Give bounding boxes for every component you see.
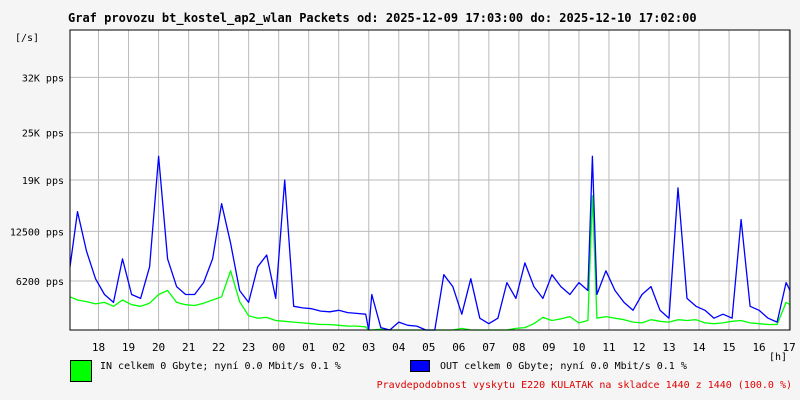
x-tick-label: 20: [152, 341, 165, 354]
y-tick-label: 6200 pps: [16, 277, 64, 288]
legend-in-label: IN celkem 0 Gbyte; nyní 0.0 Mbit/s 0.1 %: [100, 361, 341, 372]
x-axis-label: [h]: [769, 352, 787, 363]
footer-note: Pravdepodobnost vyskytu E220 KULATAK na …: [376, 380, 792, 391]
x-tick-label: 22: [212, 341, 225, 354]
x-tick-label: 13: [662, 341, 675, 354]
legend-out-label: OUT celkem 0 Gbyte; nyní 0.0 Mbit/s 0.1 …: [440, 361, 687, 372]
x-tick-label: 23: [242, 341, 255, 354]
legend-in-swatch: [70, 360, 92, 382]
x-tick-label: 07: [482, 341, 495, 354]
chart-title: Graf provozu bt_kostel_ap2_wlan Packets …: [68, 11, 697, 25]
x-tick-label: 09: [542, 341, 555, 354]
x-tick-label: 17: [782, 341, 795, 354]
plot-border: [69, 29, 791, 331]
y-tick-label: 12500 pps: [10, 227, 64, 238]
x-tick-label: 05: [422, 341, 435, 354]
x-tick-label: 00: [272, 341, 285, 354]
x-tick-label: 02: [332, 341, 345, 354]
legend-out-swatch: [410, 360, 430, 372]
x-tick-label: 19: [122, 341, 135, 354]
x-tick-label: 03: [362, 341, 375, 354]
y-tick-label: 32K pps: [22, 73, 64, 84]
y-tick-label: 19K pps: [22, 176, 64, 187]
x-tick-label: 06: [452, 341, 465, 354]
y-tick-label: 25K pps: [22, 129, 64, 140]
x-tick-label: 18: [92, 341, 105, 354]
x-tick-label: 21: [182, 341, 195, 354]
x-tick-label: 16: [752, 341, 765, 354]
y-axis-label: [/s]: [15, 33, 39, 44]
x-tick-label: 08: [512, 341, 525, 354]
x-tick-label: 01: [302, 341, 315, 354]
x-tick-label: 14: [692, 341, 706, 354]
x-tick-label: 15: [722, 341, 735, 354]
x-tick-label: 04: [392, 341, 406, 354]
x-tick-label: 11: [602, 341, 615, 354]
x-tick-label: 10: [572, 341, 585, 354]
x-tick-label: 12: [632, 341, 645, 354]
